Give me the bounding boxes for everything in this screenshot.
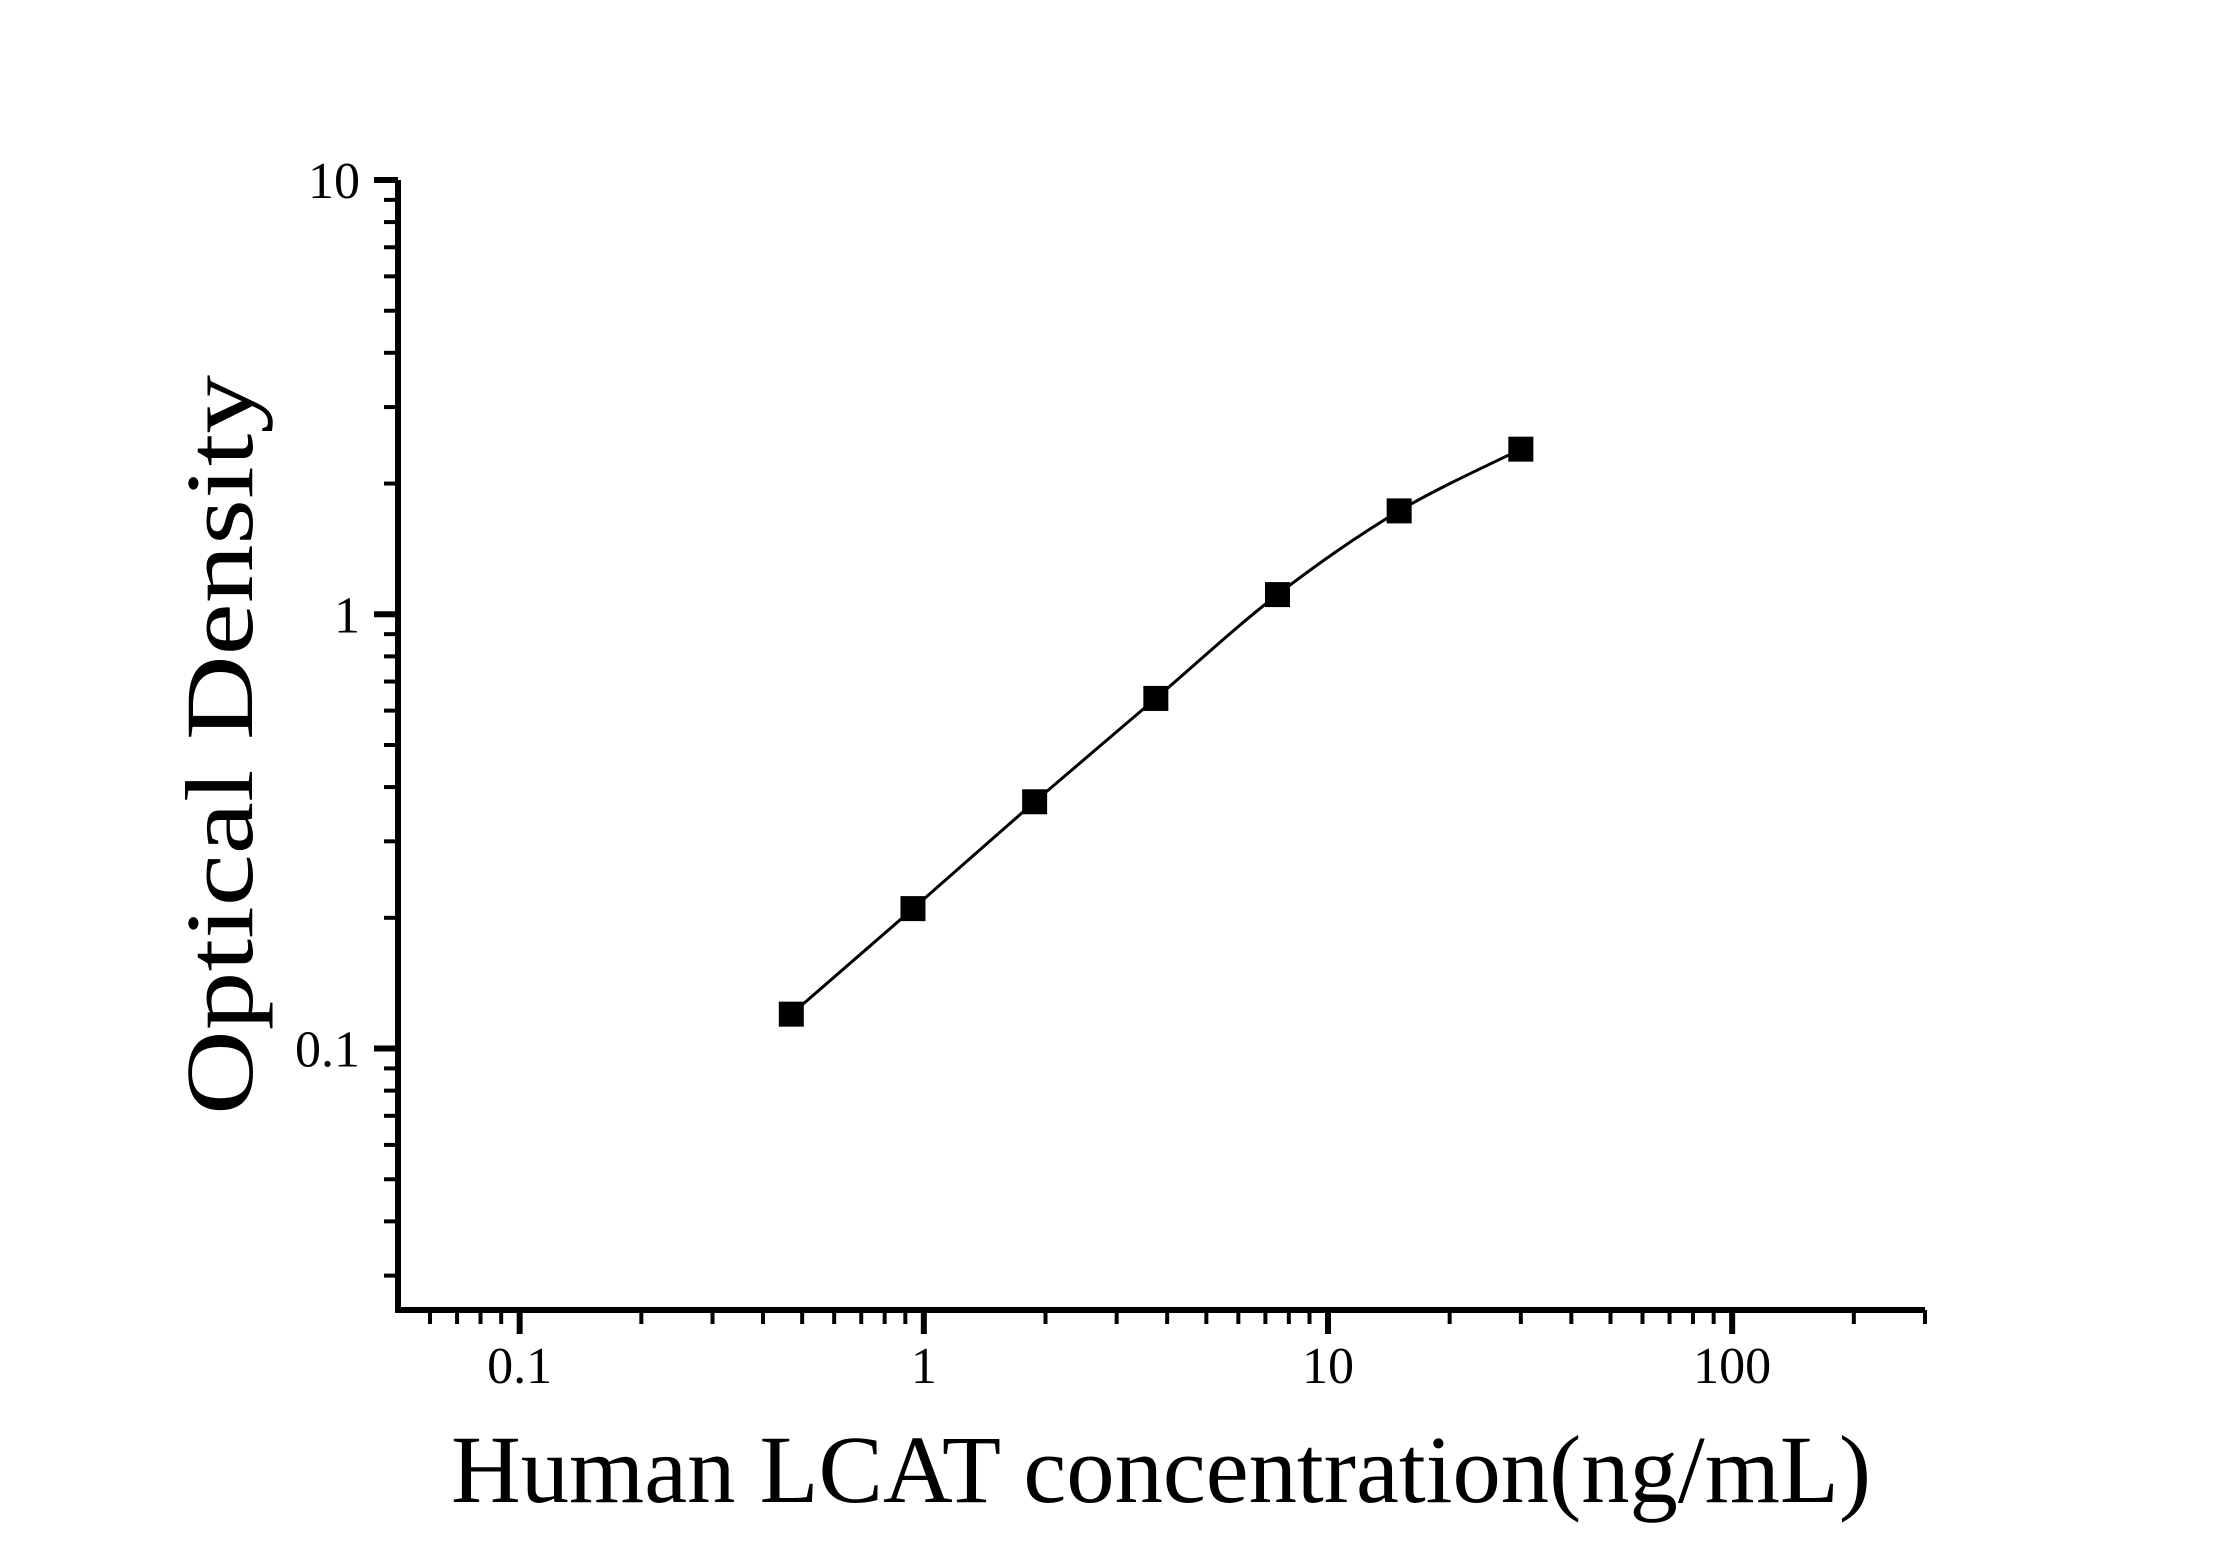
x-axis-title: Human LCAT concentration(ng/mL) [451,1416,1871,1523]
data-point-marker [1022,789,1048,815]
y-tick-label: 10 [308,153,360,210]
plot-area: 0.1 1 10 100 10 1 0.1 [295,153,1927,1395]
data-point-marker [778,1001,804,1027]
y-tick-label: 0.1 [295,1022,360,1079]
x-tick-label: 10 [1302,1338,1354,1395]
data-point-marker [1265,582,1291,608]
x-tick-label: 0.1 [487,1338,552,1395]
data-point-marker [1143,685,1169,711]
data-point-marker [1386,498,1412,524]
standard-curve-line [790,447,1522,1016]
y-axis-title: Optical Density [166,375,273,1115]
data-point-marker [1508,436,1534,462]
x-tick-label: 1 [911,1338,937,1395]
y-tick-label: 1 [334,587,360,644]
x-tick-label: 100 [1693,1338,1771,1395]
data-point-marker [900,896,926,922]
